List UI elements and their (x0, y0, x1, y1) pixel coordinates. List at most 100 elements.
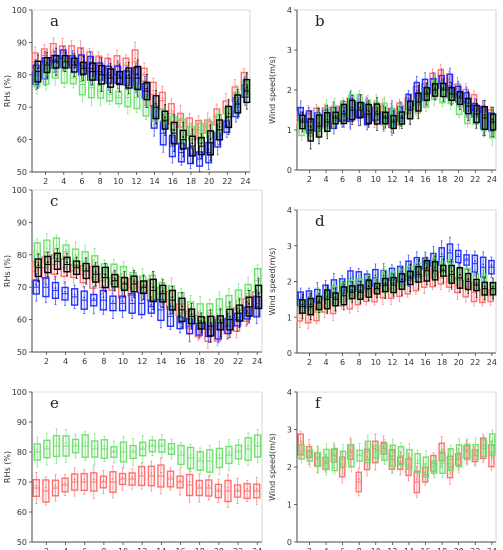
mean-point (257, 292, 260, 295)
mean-point (226, 111, 229, 113)
mean-point (112, 478, 114, 480)
y-axis-label: Wind speed(m/s) (268, 433, 277, 501)
mean-point (218, 305, 221, 308)
mean-point (188, 123, 191, 125)
x-tick-label: 22 (470, 358, 480, 367)
mean-point (400, 452, 402, 454)
mean-point (309, 303, 312, 305)
mean-point (474, 448, 477, 451)
x-tick-label: 8 (101, 357, 106, 366)
mean-point (152, 89, 155, 92)
series-3 (34, 248, 263, 343)
mean-point (227, 112, 230, 115)
x-tick-label: 4 (63, 357, 68, 366)
x-tick-label: 18 (186, 177, 196, 186)
x-tick-label: 6 (82, 357, 87, 366)
mean-point (75, 264, 78, 267)
mean-point (36, 74, 38, 77)
mean-point (159, 305, 162, 308)
panel-letter: b (315, 12, 325, 30)
series-1 (33, 428, 262, 478)
x-tick-label: 16 (420, 175, 430, 184)
mean-point (425, 463, 427, 465)
mean-point (256, 276, 259, 278)
mean-point (64, 482, 66, 484)
mean-point (121, 300, 124, 303)
mean-point (46, 61, 48, 64)
x-tick-label: 12 (137, 357, 147, 366)
y-tick-label: 80 (17, 251, 27, 260)
mean-point (43, 52, 46, 55)
mean-point (434, 267, 436, 269)
mean-point (46, 261, 49, 263)
mean-point (434, 87, 436, 90)
x-tick-label: 16 (420, 358, 430, 367)
mean-point (459, 95, 461, 98)
mean-point (450, 270, 453, 273)
mean-point (400, 278, 403, 281)
mean-point (180, 451, 182, 454)
mean-point (55, 59, 57, 61)
mean-point (492, 118, 494, 121)
y-tick-label: 50 (17, 348, 27, 357)
mean-point (334, 115, 337, 118)
mean-point (112, 300, 114, 303)
mean-point (228, 302, 230, 305)
mean-point (143, 71, 146, 74)
mean-point (94, 270, 97, 273)
panel-letter: d (315, 212, 325, 230)
x-tick-label: 20 (214, 357, 224, 366)
y-tick-label: 90 (17, 418, 27, 427)
x-tick-label: 6 (340, 175, 345, 184)
mean-point (136, 93, 138, 96)
mean-point (255, 488, 258, 490)
mean-point (416, 459, 419, 462)
mean-point (326, 295, 329, 298)
mean-point (150, 472, 153, 474)
mean-point (171, 296, 174, 299)
y-tick-label: 4 (287, 206, 292, 215)
mean-point (236, 100, 239, 103)
x-tick-label: 14 (404, 175, 414, 184)
mean-point (161, 290, 164, 293)
x-tick-label: 10 (118, 547, 128, 550)
mean-point (199, 309, 202, 312)
mean-point (73, 478, 76, 481)
mean-point (35, 484, 38, 487)
mean-point (146, 87, 148, 90)
mean-point (181, 305, 183, 308)
mean-point (73, 293, 76, 296)
mean-point (66, 261, 68, 264)
mean-point (84, 441, 87, 444)
mean-point (228, 315, 231, 318)
mean-point (236, 488, 239, 491)
mean-point (301, 303, 304, 306)
mean-point (308, 453, 311, 456)
x-tick-label: 12 (387, 358, 397, 367)
x-tick-label: 22 (233, 547, 243, 550)
x-tick-label: 24 (252, 547, 262, 550)
mean-point (198, 156, 201, 158)
y-tick-label: 100 (12, 388, 27, 397)
mean-point (83, 478, 86, 481)
series-3 (34, 47, 251, 164)
mean-point (392, 281, 395, 284)
mean-point (79, 52, 82, 55)
mean-point (408, 455, 411, 458)
mean-point (54, 484, 57, 487)
x-tick-label: 2 (307, 358, 312, 367)
y-tick-label: 2 (287, 463, 292, 472)
mean-point (100, 71, 103, 73)
mean-point (325, 455, 328, 458)
mean-point (188, 480, 191, 483)
x-tick-label: 6 (340, 358, 345, 367)
mean-point (145, 103, 147, 106)
mean-point (181, 125, 184, 128)
y-tick-label: 100 (12, 186, 27, 195)
series-1 (298, 429, 496, 484)
y-tick-label: 3 (287, 46, 292, 55)
mean-point (459, 273, 461, 276)
mean-point (342, 292, 345, 295)
